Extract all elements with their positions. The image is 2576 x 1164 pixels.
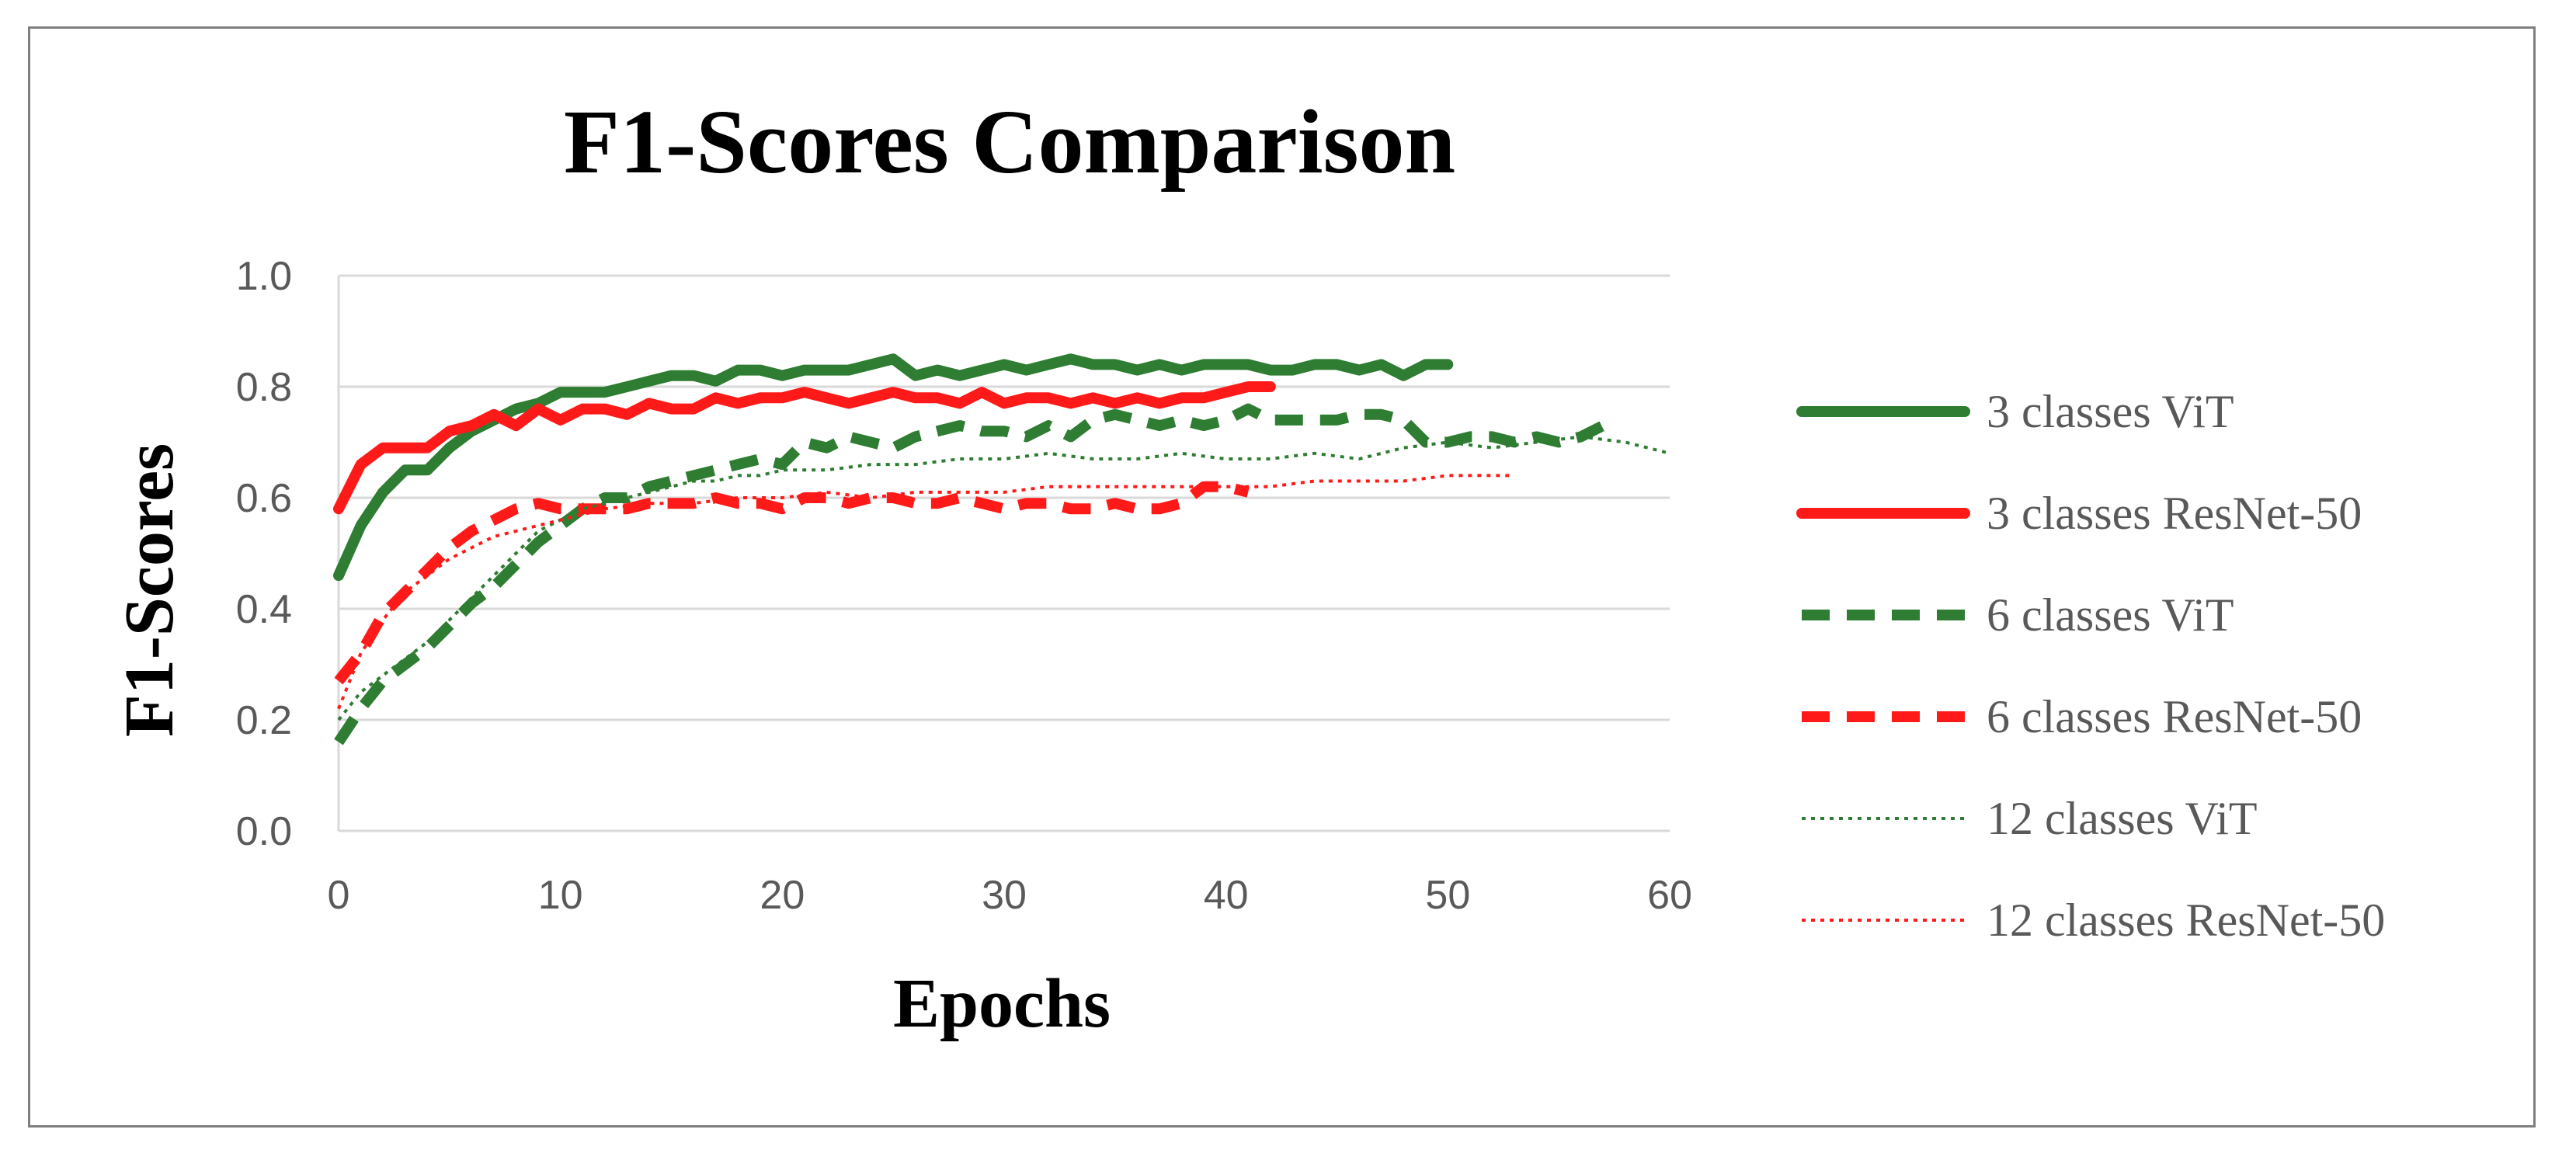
y-tick-label: 0.0 bbox=[236, 809, 292, 854]
series-line-1 bbox=[333, 381, 1276, 515]
legend-label: 6 classes ViT bbox=[1987, 589, 2234, 641]
x-tick-label: 50 bbox=[1425, 873, 1470, 918]
legend-label: 12 classes ResNet-50 bbox=[1987, 895, 2385, 946]
legend: 3 classes ViT 3 classes ResNet-50 6 classe… bbox=[1796, 386, 2385, 946]
y-tick-label: 0.2 bbox=[236, 698, 292, 743]
x-tick-label: 40 bbox=[1204, 873, 1249, 918]
y-tick-label: 1.0 bbox=[236, 254, 292, 299]
y-axis-title: F1-Scores bbox=[111, 443, 188, 737]
legend-label: 3 classes ViT bbox=[1987, 386, 2234, 437]
legend-label: 12 classes ViT bbox=[1987, 793, 2258, 844]
x-axis-title: Epochs bbox=[893, 965, 1111, 1042]
x-tick-label: 30 bbox=[982, 873, 1027, 918]
x-tick-label: 20 bbox=[760, 873, 805, 918]
legend-label: 3 classes ResNet-50 bbox=[1987, 488, 2362, 539]
gridlines bbox=[339, 274, 1670, 721]
y-tick-label: 0.6 bbox=[236, 476, 292, 521]
series-line-4 bbox=[337, 435, 1670, 721]
chart-title: F1-Scores Comparison bbox=[564, 91, 1455, 193]
series-lines bbox=[333, 353, 1670, 745]
x-tick-label: 0 bbox=[328, 873, 350, 918]
legend-label: 6 classes ResNet-50 bbox=[1987, 691, 2362, 742]
y-tick-label: 0.4 bbox=[236, 587, 292, 632]
tick-labels: 0.0 0.2 0.4 0.6 0.8 1.0 0 10 20 30 40 50 60 bbox=[236, 254, 1692, 918]
x-tick-label: 60 bbox=[1647, 873, 1692, 918]
axes bbox=[337, 276, 1670, 832]
x-tick-label: 10 bbox=[538, 873, 583, 918]
y-tick-label: 0.8 bbox=[236, 365, 292, 410]
series-line-5 bbox=[337, 474, 1514, 710]
series-line-0 bbox=[333, 353, 1454, 582]
chart-frame bbox=[28, 26, 2536, 1128]
series-line-3 bbox=[334, 481, 1250, 685]
